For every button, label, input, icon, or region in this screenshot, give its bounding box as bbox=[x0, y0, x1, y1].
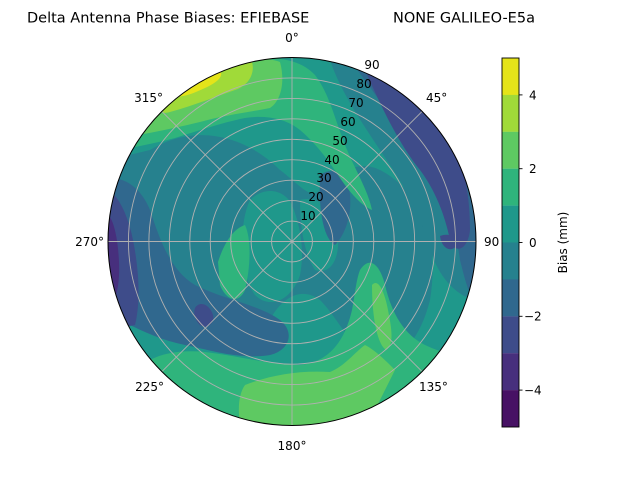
theta-label-0: 0° bbox=[285, 31, 299, 45]
colorbar-tick-0: 0 bbox=[529, 236, 537, 250]
r-label-50: 50 bbox=[332, 134, 347, 148]
theta-label-180: 180° bbox=[278, 439, 307, 453]
colorbar-tick-neg4: −4 bbox=[524, 384, 542, 398]
theta-label-90: 90 bbox=[484, 235, 499, 249]
r-label-40: 40 bbox=[324, 153, 339, 167]
r-label-10: 10 bbox=[300, 209, 315, 223]
r-tick-labels: 10 20 30 40 50 60 70 80 90 bbox=[300, 58, 379, 223]
theta-label-315: 315° bbox=[134, 91, 163, 105]
polar-spine bbox=[107, 57, 477, 426]
colorbar-tick-2: 2 bbox=[529, 162, 537, 176]
theta-label-45: 45° bbox=[426, 91, 447, 105]
theta-label-225: 225° bbox=[135, 380, 164, 394]
r-label-90: 90 bbox=[364, 58, 379, 72]
r-label-80: 80 bbox=[356, 77, 371, 91]
r-label-70: 70 bbox=[348, 96, 363, 110]
r-label-30: 30 bbox=[316, 171, 331, 185]
colorbar: 4 2 0 −2 −4 Bias (mm) bbox=[501, 57, 570, 428]
theta-label-135: 135° bbox=[419, 380, 448, 394]
theta-label-270: 270° bbox=[75, 235, 104, 249]
theta-tick-labels: 0° 45° 90 135° 180° 225° 270° 315° bbox=[75, 31, 499, 453]
r-label-20: 20 bbox=[308, 190, 323, 204]
colorbar-tick-neg2: −2 bbox=[524, 310, 542, 324]
colorbar-label: Bias (mm) bbox=[556, 212, 570, 274]
r-label-60: 60 bbox=[340, 115, 355, 129]
chart-title-right: NONE GALILEO-E5a bbox=[393, 11, 535, 27]
angular-grid bbox=[108, 57, 476, 426]
chart-title-left: Delta Antenna Phase Biases: EFIEBASE bbox=[27, 11, 309, 27]
colorbar-tick-4: 4 bbox=[529, 88, 537, 102]
